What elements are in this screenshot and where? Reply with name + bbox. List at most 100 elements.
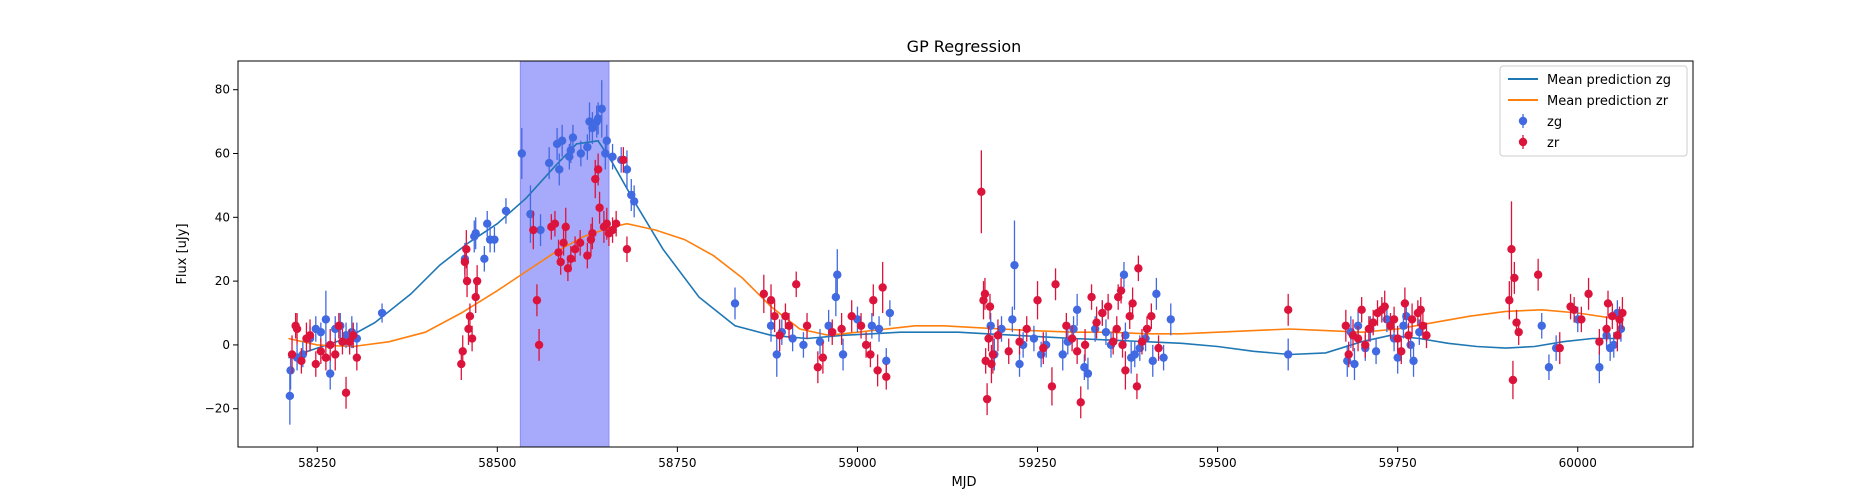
data-point-zr: [472, 265, 482, 298]
data-point-zr: [1533, 258, 1543, 291]
data-point-zr: [575, 230, 585, 256]
data-point-zr: [334, 313, 344, 339]
data-point-zr: [1361, 332, 1370, 358]
chart-title: GP Regression: [907, 37, 1022, 56]
data-point-zr: [1142, 316, 1152, 342]
data-point-zr: [1613, 319, 1622, 352]
data-point-zg: [555, 153, 564, 186]
data-point-zg: [885, 300, 895, 326]
data-point-zr: [1015, 328, 1024, 355]
data-point-zg: [1371, 338, 1381, 365]
data-point-zg: [1029, 325, 1039, 352]
data-point-zr: [882, 364, 891, 390]
data-point-zr: [465, 303, 475, 329]
data-point-zr: [1047, 367, 1057, 406]
data-point-zr: [1422, 322, 1431, 349]
data-point-zg: [536, 214, 545, 247]
data-point-zr: [338, 328, 347, 355]
data-point-zg: [526, 185, 535, 243]
data-point-zr: [1108, 328, 1118, 355]
data-point-zr: [1595, 328, 1604, 355]
data-point-zr: [561, 207, 570, 247]
data-point-zg: [321, 290, 331, 349]
data-point-zg: [831, 277, 841, 317]
data-point-zr: [980, 277, 990, 310]
data-point-zg: [1119, 261, 1129, 288]
data-point-zg: [588, 112, 597, 144]
data-point-zg: [815, 328, 825, 355]
data-point-zr: [873, 354, 882, 387]
data-point-zr: [1602, 316, 1611, 342]
data-point-zg: [490, 226, 499, 253]
data-point-zr: [566, 246, 575, 272]
y-tick-label: 40: [215, 210, 230, 224]
data-point-zr: [292, 313, 302, 345]
data-point-zg: [1101, 319, 1111, 345]
data-point-zr: [982, 383, 992, 416]
data-point-zr: [1510, 261, 1519, 294]
data-point-zg: [471, 217, 480, 250]
data-point-zr: [550, 210, 560, 237]
data-point-zg: [557, 124, 567, 157]
data-point-zg: [1595, 351, 1604, 384]
data-point-zr: [878, 261, 887, 314]
data-point-zr: [1125, 303, 1134, 329]
data-point-zg: [1130, 341, 1139, 368]
data-point-zg: [1152, 277, 1161, 310]
data-point-zr: [1407, 303, 1417, 336]
x-tick-label: 59750: [1379, 456, 1417, 470]
x-tick-label: 59250: [1018, 456, 1056, 470]
data-point-zr: [297, 348, 306, 374]
data-point-zr: [1072, 338, 1082, 365]
data-point-zr: [1507, 201, 1516, 298]
data-point-zr: [1389, 306, 1399, 333]
data-point-zr: [1416, 297, 1425, 323]
data-point-zg: [627, 179, 636, 211]
data-point-zr: [556, 249, 565, 275]
data-point-zr: [1067, 325, 1077, 352]
data-point-zr: [458, 335, 467, 368]
data-point-zr: [619, 147, 628, 173]
data-point-zr: [325, 328, 335, 361]
data-point-zr: [759, 274, 769, 314]
legend: Mean prediction zg Mean prediction zr zg zr: [1499, 65, 1688, 157]
data-point-zr: [1514, 319, 1523, 345]
data-point-zr: [818, 341, 828, 374]
data-point-zg: [517, 127, 526, 180]
data-point-zr: [1603, 290, 1613, 317]
data-point-zr: [977, 150, 986, 234]
data-point-zr: [305, 319, 315, 352]
data-point-zr: [570, 236, 580, 262]
y-tick-label: 20: [215, 274, 230, 288]
data-point-zg: [1015, 351, 1024, 377]
svg-text:zr: zr: [1547, 136, 1560, 151]
data-point-zr: [321, 344, 331, 371]
data-point-zg: [1008, 306, 1017, 333]
data-point-zr: [1555, 332, 1564, 365]
data-point-zg: [316, 322, 326, 342]
data-point-zr: [1112, 316, 1121, 342]
data-point-zr: [1505, 281, 1514, 320]
svg-text:Mean prediction zr: Mean prediction zr: [1547, 94, 1669, 109]
data-point-zg: [867, 313, 877, 339]
data-point-zg: [1166, 303, 1175, 336]
data-points-layer: [285, 80, 1627, 425]
data-point-zr: [622, 236, 632, 262]
data-point-zg: [583, 134, 592, 160]
data-point-zr: [1283, 293, 1293, 326]
data-point-zr: [1577, 306, 1586, 333]
data-point-zr: [311, 351, 320, 377]
data-point-zg: [1544, 354, 1554, 381]
x-axis-label: MJD: [951, 475, 976, 490]
data-point-zr: [1353, 325, 1363, 352]
data-point-zg: [602, 124, 611, 157]
legend-box: [1499, 65, 1688, 157]
data-point-zr: [837, 313, 846, 345]
data-point-zg: [325, 357, 335, 390]
data-point-zr: [287, 335, 297, 374]
y-tick-label: −20: [205, 402, 230, 416]
data-point-zg: [576, 140, 586, 167]
data-point-zr: [1618, 297, 1627, 329]
data-point-zg: [833, 249, 842, 301]
